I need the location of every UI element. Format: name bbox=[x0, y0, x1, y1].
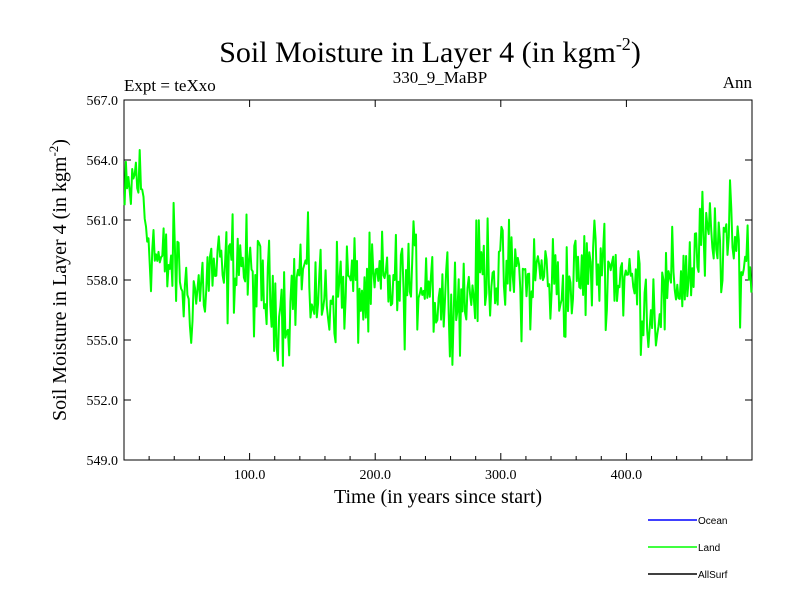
y-tick-label: 564.0 bbox=[87, 154, 119, 169]
legend-label-ocean: Ocean bbox=[698, 516, 727, 527]
y-tick-label: 549.0 bbox=[87, 454, 119, 469]
plot-frame bbox=[123, 99, 753, 461]
y-axis-label-main: Soil Moisture in Layer 4 (in kgm bbox=[49, 156, 71, 421]
subtitle-center: 330_9_MaBP bbox=[393, 68, 487, 87]
series-line-land bbox=[123, 149, 753, 367]
chart-title-close: ) bbox=[631, 36, 641, 69]
legend-label-allsurf: AllSurf bbox=[698, 570, 728, 581]
x-tick-label: 400.0 bbox=[611, 468, 643, 483]
y-tick-label: 552.0 bbox=[87, 394, 119, 409]
y-axis-label: Soil Moisture in Layer 4 (in kgm-2) bbox=[46, 139, 71, 421]
y-tick-label: 558.0 bbox=[87, 274, 119, 289]
legend: Ocean Land AllSurf bbox=[648, 516, 728, 581]
subtitle-left: Expt = teXxo bbox=[124, 76, 216, 95]
y-axis-label-sup: -2 bbox=[46, 146, 61, 157]
legend-label-land: Land bbox=[698, 543, 720, 554]
chart-title-sup: -2 bbox=[616, 34, 631, 54]
y-tick-label: 555.0 bbox=[87, 334, 119, 349]
x-tick-label: 100.0 bbox=[234, 468, 266, 483]
x-tick-label: 200.0 bbox=[359, 468, 391, 483]
x-axis-label: Time (in years since start) bbox=[334, 486, 542, 508]
chart-title-main: Soil Moisture in Layer 4 (in kgm bbox=[219, 36, 616, 69]
x-axis: 100.0 200.0 300.0 400.0 bbox=[148, 100, 728, 483]
x-tick-label: 300.0 bbox=[485, 468, 517, 483]
series-layer bbox=[123, 149, 753, 367]
chart-title: Soil Moisture in Layer 4 (in kgm-2) bbox=[219, 34, 641, 69]
y-tick-label: 567.0 bbox=[87, 94, 119, 109]
y-tick-label: 561.0 bbox=[87, 214, 119, 229]
y-axis-label-close: ) bbox=[49, 139, 71, 146]
subtitle-right: Ann bbox=[723, 73, 753, 92]
